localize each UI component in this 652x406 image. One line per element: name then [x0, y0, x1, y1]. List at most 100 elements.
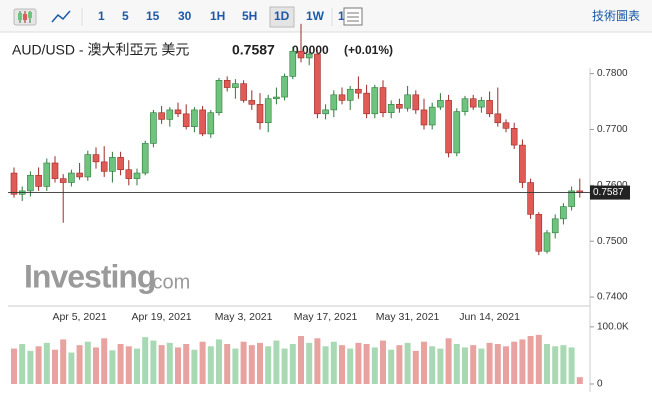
- candle-body: [109, 157, 116, 172]
- volume-bar: [158, 345, 165, 384]
- interval-button[interactable]: 5: [122, 9, 129, 23]
- interval-button[interactable]: 1D: [274, 9, 290, 23]
- symbol: AUD/USD - 澳大利亞元 美元: [12, 42, 189, 58]
- candle-body: [396, 104, 403, 109]
- candle-body: [35, 174, 42, 187]
- volume-bar: [511, 341, 518, 384]
- volume-tick-label: 100.0K: [597, 321, 629, 332]
- volume-bar: [453, 344, 460, 384]
- interval-button[interactable]: 30: [178, 9, 192, 23]
- last-price-box: [590, 185, 630, 200]
- volume-bar: [494, 344, 501, 384]
- candle-body: [355, 88, 362, 94]
- volume-bar: [568, 347, 575, 384]
- volume-bar: [289, 344, 296, 384]
- interval-button[interactable]: 1: [98, 9, 105, 23]
- volume-bar: [519, 339, 526, 384]
- candle-body: [437, 100, 444, 108]
- candle-body: [469, 98, 477, 108]
- volume-bar: [224, 344, 231, 384]
- y-tick-label: 0.7600: [597, 180, 628, 191]
- candle-body: [560, 206, 567, 220]
- volume-bar: [68, 352, 75, 384]
- candle-body: [363, 92, 370, 115]
- chart-menu[interactable]: 技術圖表: [592, 9, 640, 23]
- volume-bar: [76, 345, 83, 384]
- candle-body: [494, 113, 502, 124]
- volume-bar: [339, 345, 345, 384]
- candle-body: [420, 109, 428, 126]
- active-interval: [269, 6, 295, 28]
- volume-bar: [273, 340, 280, 384]
- candle-body: [117, 157, 124, 170]
- toolbar: [0, 0, 652, 32]
- y-tick-label: 0.7700: [597, 124, 628, 135]
- volume-bar: [347, 348, 354, 384]
- volume-bar: [142, 337, 149, 384]
- volume-bar: [175, 347, 181, 384]
- x-tick-label: Apr 19, 2021: [132, 311, 192, 323]
- interval-group: 1515301H5H1D1W1M: [98, 6, 355, 28]
- volume-bar: [535, 334, 542, 384]
- candle-body: [510, 128, 518, 146]
- candle-body: [486, 100, 493, 115]
- candle-body: [100, 161, 108, 172]
- candle-body: [281, 76, 288, 98]
- candle-icon[interactable]: [13, 8, 37, 26]
- volume-bar: [486, 342, 493, 384]
- candle-body: [191, 109, 198, 127]
- candle-body: [166, 109, 174, 120]
- volume-bar: [191, 349, 198, 384]
- interval-button[interactable]: 15: [146, 9, 160, 23]
- settings-icon[interactable]: [343, 7, 363, 26]
- candle-body: [502, 122, 510, 129]
- candle-body: [223, 79, 231, 88]
- volume-bar: [216, 339, 222, 384]
- volume-bar: [560, 345, 567, 384]
- interval-button[interactable]: 1W: [306, 9, 325, 23]
- candle-body: [264, 98, 272, 124]
- volume-bar: [445, 338, 452, 384]
- candle-body: [305, 53, 313, 59]
- interval-button[interactable]: 5H: [242, 9, 257, 23]
- volume-bar: [478, 348, 485, 384]
- volume-bar: [43, 342, 50, 384]
- line-icon[interactable]: [51, 10, 71, 23]
- watermark-suffix: .com: [147, 271, 190, 293]
- candle-body: [125, 169, 133, 179]
- volume-bar: [11, 348, 17, 384]
- candle-body: [248, 100, 256, 105]
- volume-bar: [93, 347, 99, 384]
- volume-bar: [52, 349, 58, 384]
- volume-bar: [240, 341, 247, 384]
- watermark-brand: Investing: [24, 258, 155, 294]
- volume-bar: [380, 340, 386, 384]
- candle-body: [76, 172, 83, 178]
- candle-body: [527, 182, 534, 215]
- volume-bar: [35, 346, 42, 384]
- candle-body: [428, 106, 436, 126]
- volume-bar: [199, 341, 206, 384]
- volume-bar: [503, 346, 509, 384]
- candle-body: [92, 154, 100, 163]
- price: 0.7587: [232, 42, 275, 58]
- x-tick-label: Jun 14, 2021: [459, 311, 520, 323]
- x-tick-label: May 31, 2021: [376, 311, 440, 323]
- volume-bar: [404, 342, 411, 384]
- candle-body: [158, 112, 165, 120]
- volume-bar: [183, 344, 190, 384]
- candle-body: [519, 144, 526, 183]
- volume-bar: [314, 338, 321, 384]
- candle-body: [240, 83, 247, 101]
- volume-bar: [60, 339, 67, 384]
- volume-bar: [552, 346, 559, 384]
- volume-bar: [388, 349, 395, 384]
- volume-bar: [470, 345, 477, 384]
- candle-body: [445, 100, 452, 154]
- candle-body: [150, 112, 157, 144]
- plot: 0.7400 0.7500 0.7600 0.7700 0.7800 0 100.0K Apr…: [8, 23, 630, 390]
- candle-body: [551, 218, 559, 234]
- volume-tick-label: 0: [597, 379, 603, 390]
- interval-button[interactable]: 1H: [210, 9, 225, 23]
